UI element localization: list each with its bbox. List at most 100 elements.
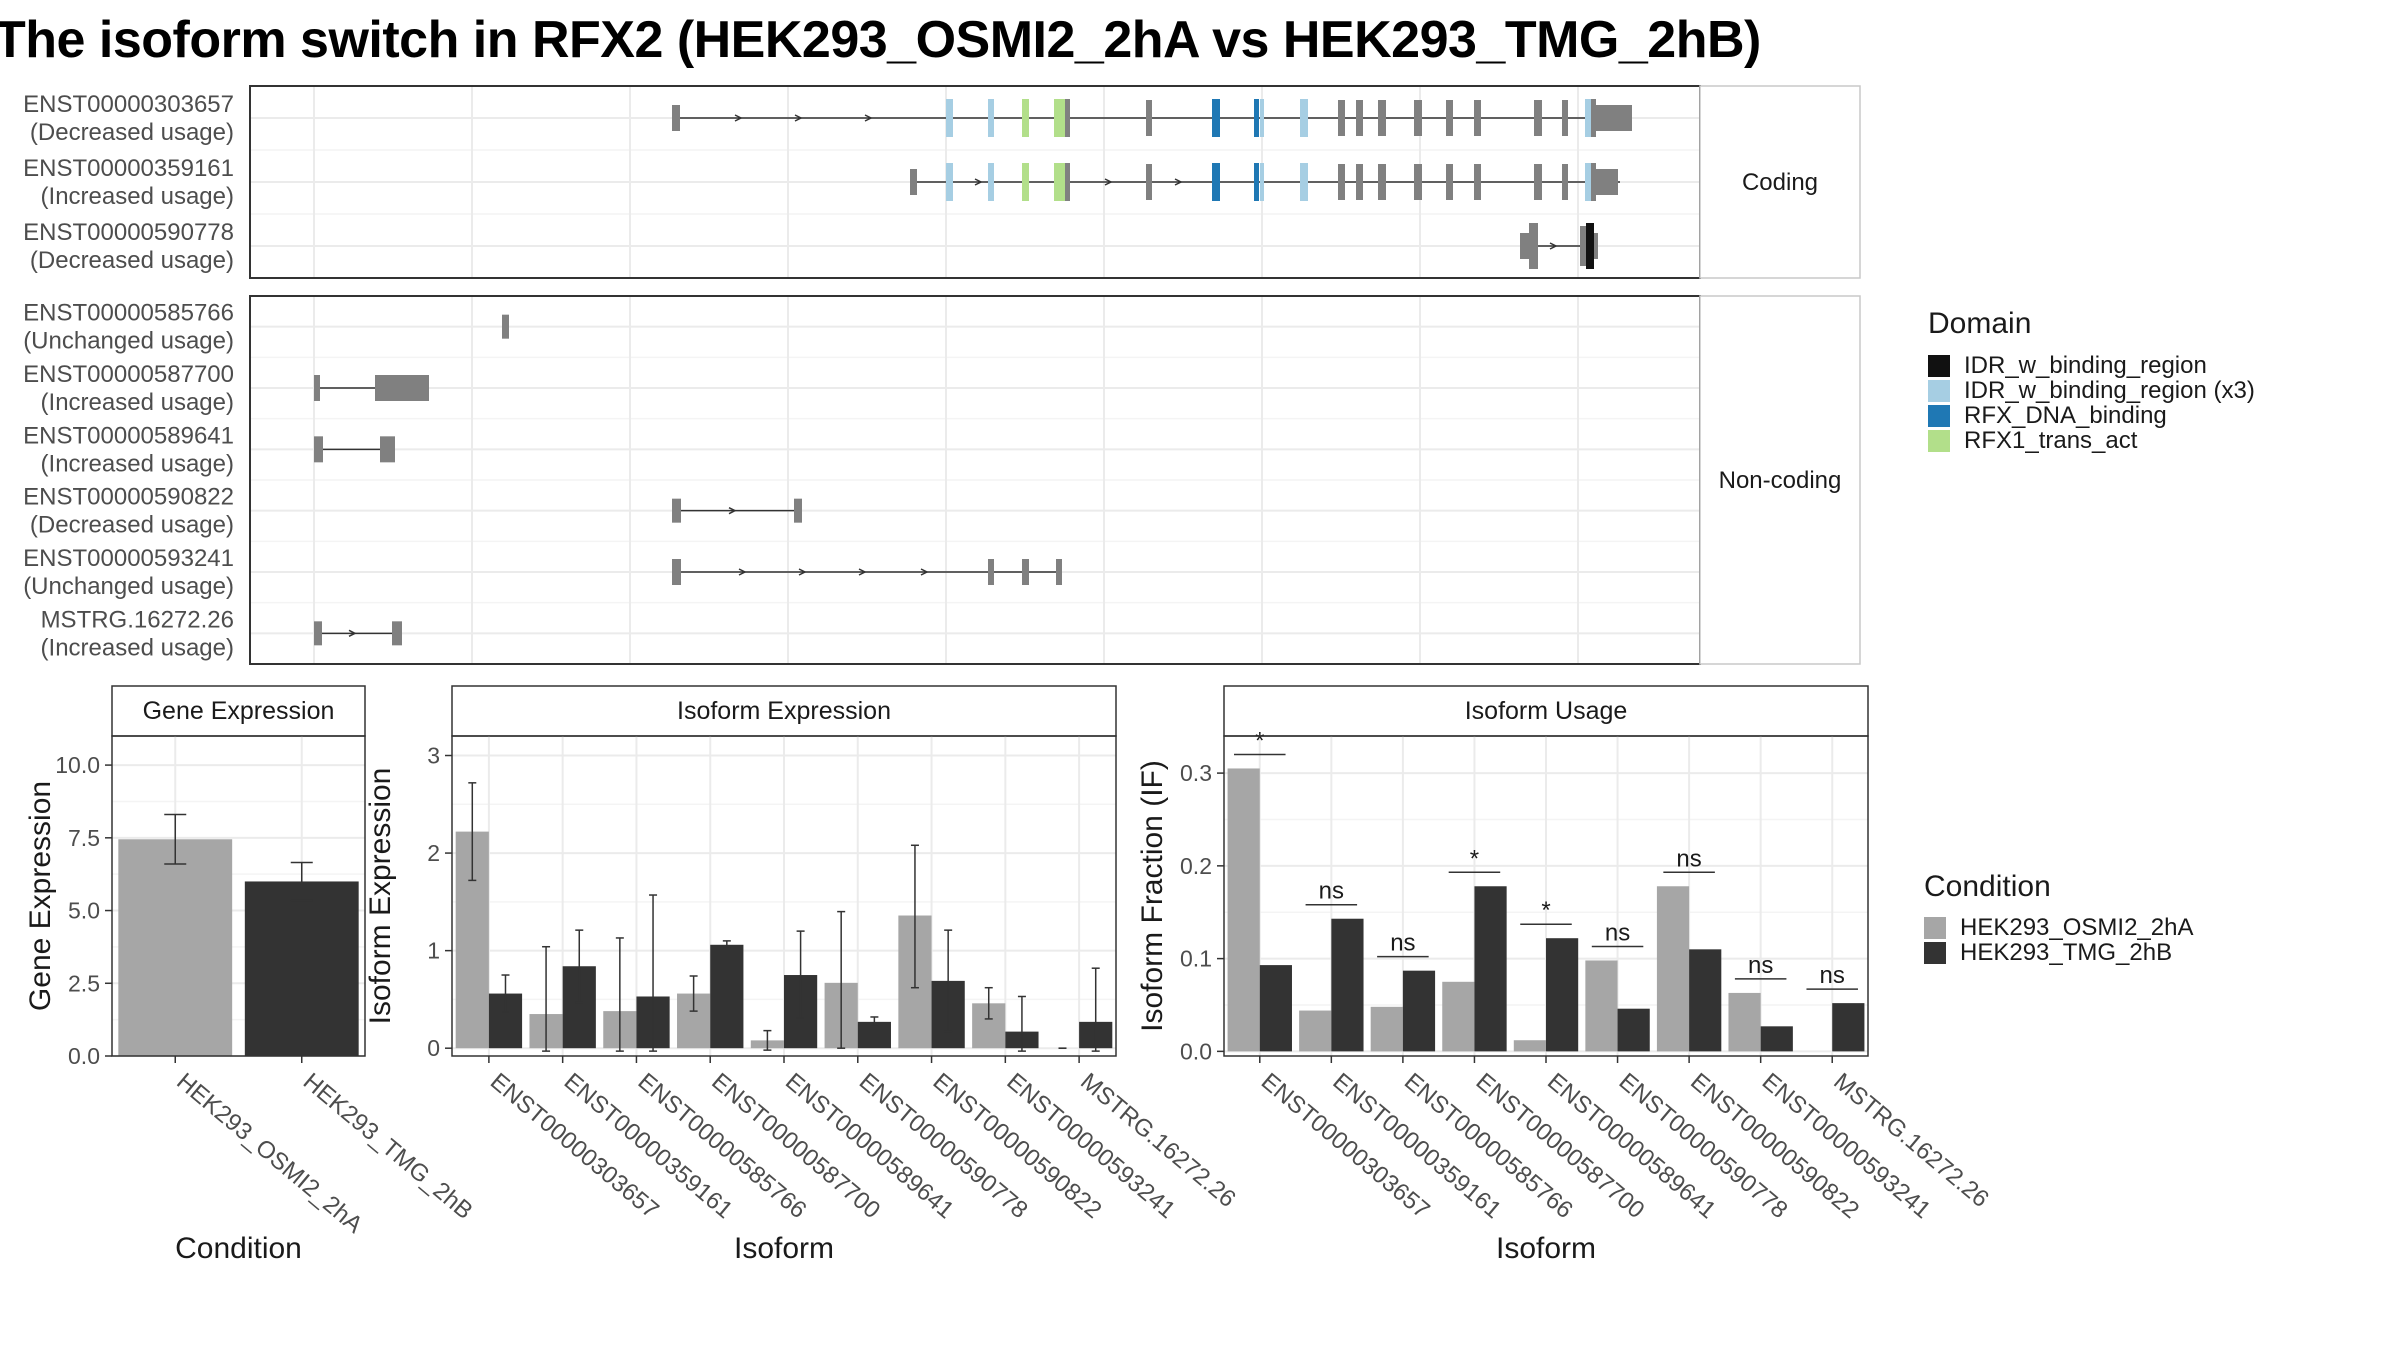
exon-block	[910, 169, 917, 195]
condition-legend-key	[1924, 942, 1946, 964]
y-tick-label: 0.1	[1180, 946, 1212, 972]
domain-legend-title: Domain	[1928, 307, 2031, 340]
exon-block	[1378, 164, 1386, 200]
bar	[1546, 938, 1579, 1052]
transcript-usage-label: (Increased usage)	[41, 634, 234, 661]
exon-block	[1146, 100, 1152, 136]
domain-legend-label: RFX1_trans_act	[1964, 427, 2138, 454]
y-tick-label: 2.5	[68, 970, 100, 996]
y-tick-label: 5.0	[68, 898, 100, 924]
domain-legend-key	[1928, 380, 1950, 402]
exon-block	[1338, 100, 1345, 136]
exon-block	[314, 621, 322, 646]
transcript-id-label: ENST00000590778	[23, 219, 234, 246]
y-axis-title: Gene Expression	[24, 781, 57, 1011]
bar	[710, 944, 744, 1049]
exon-block	[1260, 163, 1264, 201]
exon-block	[314, 436, 323, 463]
exon-block	[946, 99, 953, 137]
exon-block	[1300, 99, 1308, 137]
exon-block	[1056, 559, 1062, 585]
significance-label: ns	[1748, 952, 1773, 979]
significance-label: *	[1470, 845, 1479, 872]
exon-block	[1596, 105, 1632, 131]
bar	[1832, 1003, 1865, 1052]
transcript-id-label: ENST00000590822	[23, 484, 234, 511]
chart-strip	[451, 685, 1117, 737]
exon-block	[1474, 100, 1481, 136]
exon-block	[1212, 99, 1220, 137]
bar	[1442, 981, 1475, 1052]
x-axis-title: Isoform	[734, 1232, 834, 1265]
strand-arrow	[864, 114, 873, 122]
transcript-usage-label: (Unchanged usage)	[23, 573, 234, 600]
chart-border	[111, 735, 366, 1057]
significance-label: *	[1541, 897, 1550, 924]
strand-arrow	[798, 568, 807, 576]
y-tick-label: 2	[427, 840, 440, 866]
exon-block	[1022, 559, 1029, 585]
exon-block	[1022, 163, 1029, 201]
y-tick-label: 1	[427, 938, 440, 964]
strand-arrow	[738, 568, 747, 576]
exon-block	[1254, 163, 1259, 201]
strand-arrow	[1549, 242, 1558, 250]
chart-strip-label: Isoform Usage	[1465, 697, 1628, 725]
bar	[1760, 1026, 1793, 1052]
exon-block	[1356, 100, 1363, 136]
strand-arrow	[734, 114, 743, 122]
significance-label: ns	[1319, 878, 1344, 905]
transcript-usage-label: (Increased usage)	[41, 389, 234, 416]
transcript-id-label: ENST00000359161	[23, 155, 234, 182]
domain-legend-label: IDR_w_binding_region	[1964, 352, 2207, 379]
chart-strip-label: Isoform Expression	[677, 697, 891, 725]
transcript-id-label: ENST00000585766	[23, 300, 234, 327]
bar	[1299, 1010, 1332, 1052]
bar	[1728, 992, 1761, 1052]
strand-arrow	[348, 629, 357, 638]
y-axis-title: Isoform Fraction (IF)	[1136, 760, 1169, 1032]
exon-block	[1520, 233, 1529, 259]
x-axis-title: Isoform	[1496, 1232, 1596, 1265]
y-axis-title: Isoform Expression	[364, 768, 397, 1025]
significance-label: ns	[1390, 930, 1415, 957]
exon-block	[1378, 100, 1386, 136]
transcript-usage-label: (Unchanged usage)	[23, 328, 234, 355]
bar	[1402, 970, 1436, 1052]
exon-block	[502, 314, 509, 339]
chart-strip	[111, 685, 366, 737]
condition-legend-title: Condition	[1924, 870, 2051, 903]
transcript-usage-label: (Decreased usage)	[30, 247, 234, 274]
transcript-usage-label: (Decreased usage)	[30, 119, 234, 146]
exon-block	[1580, 226, 1586, 266]
strand-arrow	[728, 506, 737, 515]
exon-block	[1585, 99, 1591, 137]
significance-label: ns	[1605, 919, 1630, 946]
y-tick-label: 10.0	[55, 752, 100, 778]
noncoding-strip	[1699, 295, 1861, 665]
domain-legend-label: IDR_w_binding_region (x3)	[1964, 377, 2255, 404]
bar	[1585, 960, 1618, 1052]
condition-legend-label: HEK293_OSMI2_2hA	[1960, 914, 2193, 941]
exon-block	[672, 559, 681, 585]
exon-block	[375, 375, 429, 401]
y-tick-label: 0	[427, 1035, 440, 1061]
significance-label: ns	[1676, 845, 1701, 872]
domain-legend-key	[1928, 405, 1950, 427]
exon-block	[1585, 163, 1591, 201]
exon-block	[1591, 163, 1596, 201]
y-tick-label: 0.0	[68, 1043, 100, 1069]
exon-block	[1260, 99, 1264, 137]
bar	[244, 881, 359, 1056]
strand-arrow	[858, 568, 867, 576]
chart-strip-label: Gene Expression	[143, 697, 335, 725]
exon-block	[1591, 99, 1596, 137]
domain-legend-label: RFX_DNA_binding	[1964, 402, 2167, 429]
significance-label: *	[1255, 727, 1264, 754]
y-tick-label: 0.2	[1180, 853, 1212, 879]
domain-legend-key	[1928, 430, 1950, 452]
transcript-id-label: ENST00000587700	[23, 361, 234, 388]
strand-arrow	[1104, 178, 1113, 186]
